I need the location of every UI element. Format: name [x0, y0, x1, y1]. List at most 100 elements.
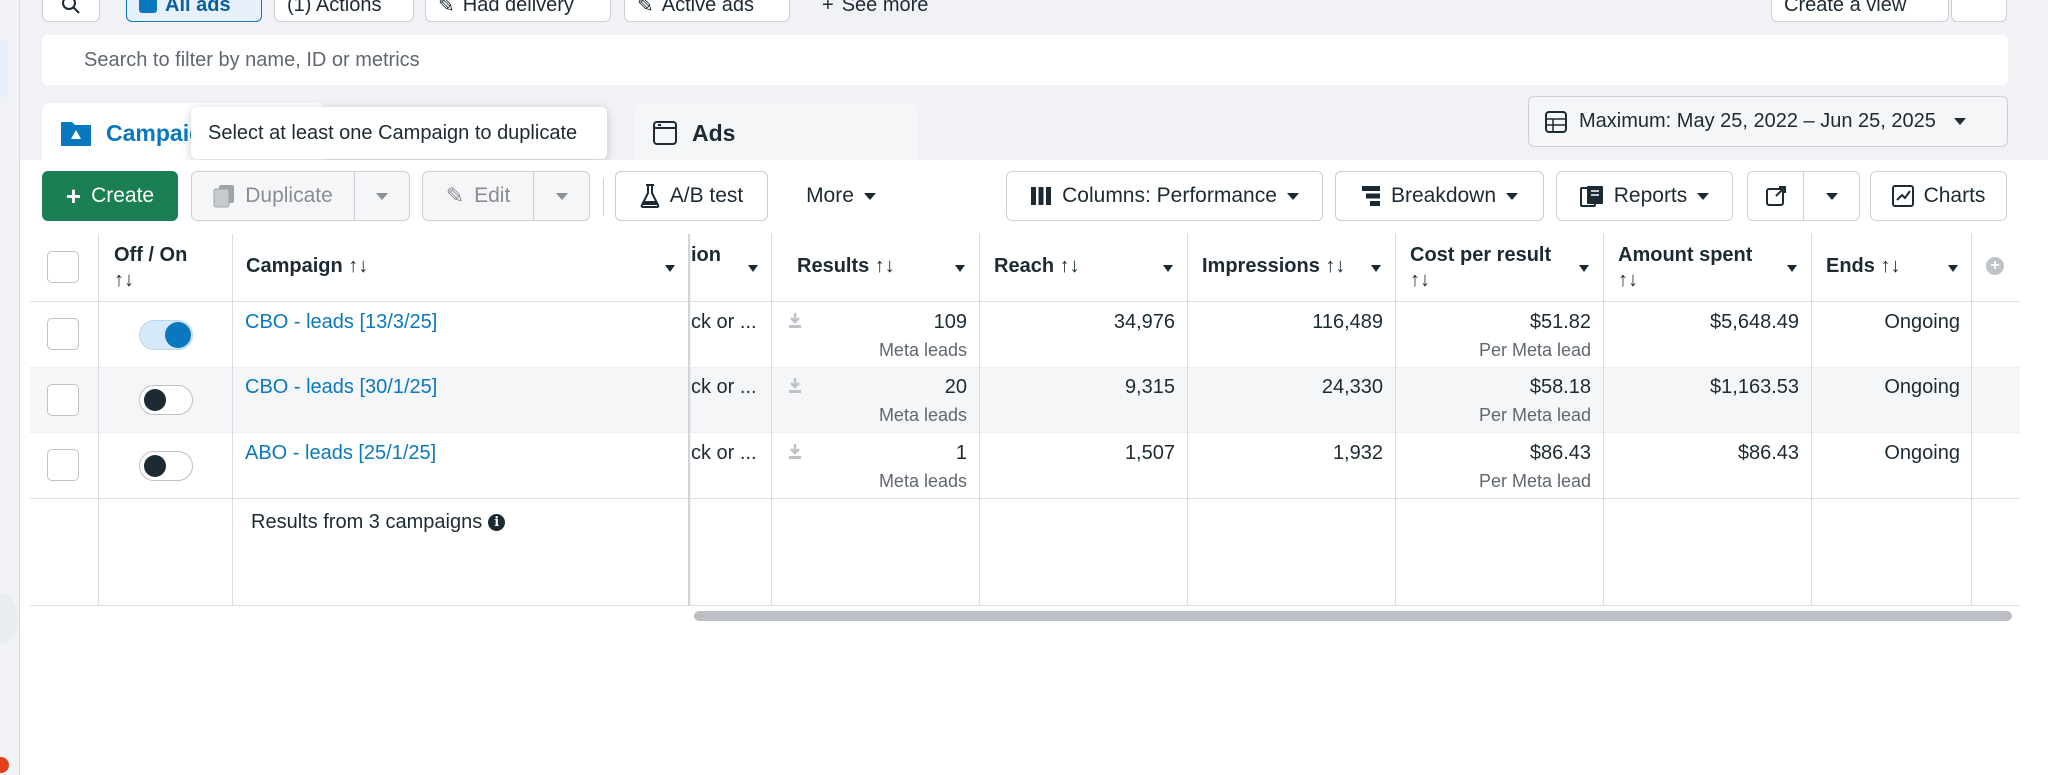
col-impressions-header[interactable]: Impressions ↑↓	[1202, 254, 1345, 279]
edit-button[interactable]: ✎ Edit	[422, 171, 534, 221]
horizontal-scrollbar[interactable]	[694, 611, 2012, 621]
campaign-name-link[interactable]: CBO - leads [13/3/25]	[245, 311, 438, 333]
filter-had-delivery[interactable]: ✎ Had delivery	[425, 0, 611, 22]
campaign-name-link[interactable]: ABO - leads [25/1/25]	[245, 442, 437, 464]
chevron-down-icon[interactable]	[1371, 265, 1381, 272]
search-input[interactable]: Search to filter by name, ID or metrics	[42, 35, 2008, 85]
col-cpr-header[interactable]: Cost per result ↑↓	[1410, 243, 1551, 293]
results-value: 1	[955, 442, 967, 464]
header-divider	[30, 301, 2020, 302]
select-all-checkbox[interactable]	[47, 251, 79, 283]
filter-actions[interactable]: (1) Actions	[274, 0, 414, 22]
download-icon[interactable]	[788, 378, 802, 394]
export-button[interactable]	[1747, 171, 1804, 221]
col-divider	[771, 234, 772, 606]
breakdown-button[interactable]: Breakdown	[1335, 171, 1544, 221]
row-checkbox[interactable]	[47, 318, 79, 350]
results-unit: Meta leads	[878, 340, 967, 360]
col-divider	[1811, 234, 1812, 606]
flask-icon	[640, 184, 660, 208]
impressions-value: 24,330	[1321, 376, 1383, 398]
col-ends-header[interactable]: Ends ↑↓	[1826, 254, 1900, 279]
col-divider	[979, 234, 980, 606]
chevron-down-icon	[1825, 192, 1838, 200]
add-column-icon[interactable]: +	[1986, 257, 2004, 275]
breakdown-icon	[1361, 186, 1380, 206]
campaign-toggle[interactable]	[139, 320, 193, 350]
info-icon[interactable]: i	[488, 514, 506, 531]
chevron-down-icon[interactable]	[1948, 265, 1958, 272]
export-dropdown[interactable]	[1804, 171, 1860, 221]
tab-ads[interactable]: Ads	[634, 103, 918, 163]
row-checkbox[interactable]	[47, 384, 79, 416]
search-toggle-button[interactable]	[42, 0, 100, 22]
chevron-down-icon	[1953, 118, 1966, 125]
tab-ads-label: Ads	[692, 119, 736, 146]
toggle-knob	[144, 389, 166, 411]
pencil-icon: ✎	[445, 183, 465, 208]
ab-test-button[interactable]: A/B test	[615, 171, 768, 221]
cpr-unit: Per Meta lead	[1478, 340, 1591, 360]
filter-active-ads[interactable]: ✎ Active ads	[624, 0, 790, 22]
rail-avatar[interactable]	[0, 594, 18, 644]
duplicate-button[interactable]: Duplicate	[191, 171, 355, 221]
ab-test-label: A/B test	[669, 184, 744, 207]
campaign-name-link[interactable]: CBO - leads [30/1/25]	[245, 376, 438, 398]
chevron-down-icon[interactable]	[1787, 265, 1797, 272]
col-reach-header[interactable]: Reach ↑↓	[994, 254, 1080, 279]
search-icon	[62, 0, 80, 14]
more-button[interactable]: More	[786, 171, 896, 221]
col-divider	[1187, 234, 1188, 606]
chevron-down-icon[interactable]	[1579, 265, 1589, 272]
create-view-button[interactable]: Create a view	[1771, 0, 1949, 22]
see-more-label: See more	[841, 0, 929, 16]
see-more-link[interactable]: + See more	[822, 0, 928, 22]
duplicate-label: Duplicate	[245, 184, 333, 207]
col-campaign-header[interactable]: Campaign ↑↓	[246, 254, 368, 279]
download-icon[interactable]	[788, 313, 802, 329]
edit-dropdown[interactable]	[534, 171, 590, 221]
pencil-icon: ✎	[637, 0, 654, 17]
col-amount-spent-header[interactable]: Amount spent ↑↓	[1618, 243, 1752, 293]
duplicate-dropdown[interactable]	[355, 171, 410, 221]
duplicate-icon	[213, 185, 235, 208]
view-options-button[interactable]	[1951, 0, 2007, 22]
chevron-down-icon[interactable]	[748, 265, 758, 272]
cpr-unit: Per Meta lead	[1478, 405, 1591, 425]
columns-icon	[1031, 187, 1052, 205]
chevron-down-icon[interactable]	[665, 265, 675, 272]
attribution-cell: ck or ...	[691, 311, 757, 333]
charts-button[interactable]: Charts	[1870, 171, 2007, 221]
campaign-folder-icon	[61, 122, 91, 146]
col-reach-label: Reach ↑↓	[994, 255, 1080, 277]
amount-spent-value: $1,163.53	[1710, 376, 1799, 398]
col-impressions-label: Impressions ↑↓	[1202, 255, 1346, 277]
col-cpr-label: Cost per result	[1410, 244, 1552, 266]
impressions-value: 1,932	[1332, 442, 1383, 464]
campaign-toggle[interactable]	[139, 451, 193, 481]
campaign-toggle[interactable]	[139, 385, 193, 415]
edit-label: Edit	[474, 184, 511, 207]
col-amount-spent-label: Amount spent	[1618, 244, 1753, 266]
chevron-down-icon	[863, 192, 876, 200]
columns-button[interactable]: Columns: Performance	[1006, 171, 1323, 221]
chevron-down-icon	[1286, 192, 1299, 200]
col-offon-header[interactable]: Off / On ↑↓	[114, 243, 187, 293]
create-button[interactable]: + Create	[42, 171, 178, 221]
impressions-value: 116,489	[1312, 311, 1383, 333]
filter-all-ads[interactable]: All ads	[126, 0, 262, 22]
chevron-down-icon[interactable]	[1163, 265, 1173, 272]
results-summary: Results from 3 campaigns i	[251, 511, 506, 534]
col-divider	[1395, 234, 1396, 606]
attribution-cell: ck or ...	[691, 376, 757, 398]
col-results-header[interactable]: Results ↑↓	[797, 254, 895, 279]
download-icon[interactable]	[788, 444, 802, 460]
date-range-picker[interactable]: Maximum: May 25, 2022 – Jun 25, 2025	[1528, 96, 2008, 147]
row-checkbox[interactable]	[47, 449, 79, 481]
breakdown-label: Breakdown	[1390, 184, 1497, 207]
chevron-down-icon[interactable]	[955, 265, 965, 272]
col-attribution-header[interactable]: ion	[691, 243, 721, 268]
reports-button[interactable]: Reports	[1556, 171, 1733, 221]
results-unit: Meta leads	[878, 405, 967, 425]
reach-value: 9,315	[1124, 376, 1175, 398]
